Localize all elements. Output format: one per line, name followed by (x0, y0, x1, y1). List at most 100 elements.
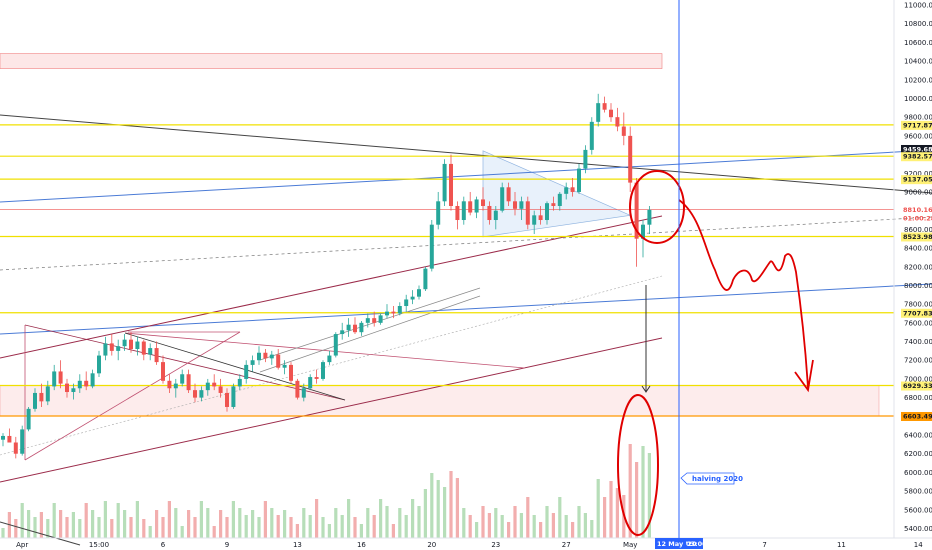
volume-bar (551, 513, 555, 538)
candle-body (628, 135, 633, 183)
candle-body (135, 341, 140, 350)
volume-bar (532, 515, 536, 538)
candle-body (442, 163, 447, 202)
y-tick-label: 5400.00 (904, 525, 932, 533)
candle-body (173, 383, 178, 389)
halving-note[interactable]: halving 2020 (680, 472, 743, 485)
volume-bar (481, 506, 485, 538)
candle-body (141, 341, 146, 355)
y-tick-label: 11000.00 (904, 2, 932, 10)
price-tag-label: 9717.87 (903, 121, 932, 129)
candle-body (551, 203, 556, 206)
volume-bar (52, 503, 56, 538)
volume-bar (219, 510, 223, 538)
trendline (0, 337, 663, 483)
price-tag-bg (901, 381, 932, 391)
candle-body (423, 268, 428, 290)
candles (1, 93, 652, 459)
trendline (259, 287, 481, 361)
volume-bar (238, 508, 242, 538)
volume-bar (449, 471, 453, 538)
y-tick-label: 9000.00 (904, 188, 932, 196)
candle-body (365, 318, 370, 323)
candle-body (570, 187, 575, 192)
volume-bar (558, 497, 562, 538)
candle-body (154, 348, 159, 363)
volume-bar (20, 503, 24, 538)
candle-body (410, 296, 415, 300)
volume-bar (187, 510, 191, 538)
volume-bar (14, 519, 18, 538)
y-tick-label: 8200.00 (904, 263, 932, 271)
trendline (24, 324, 346, 401)
volume-bar (628, 444, 632, 538)
volume-bar (340, 515, 344, 538)
volume-bar (577, 506, 581, 538)
volume-bar (308, 515, 312, 538)
y-tick-label: 5800.00 (904, 488, 932, 496)
candle-body (634, 182, 639, 239)
candle-body (391, 311, 396, 314)
volume-bar (244, 515, 248, 538)
y-tick-label: 7800.00 (904, 301, 932, 309)
candle-body (404, 299, 409, 307)
candle-body (417, 289, 421, 297)
candle-body (33, 392, 37, 409)
horizontal-levels[interactable] (0, 124, 894, 417)
volume-bar (462, 508, 466, 538)
volume-bar (455, 478, 459, 538)
arrow-head (794, 359, 814, 393)
candle-body (557, 193, 562, 206)
candle-body (77, 380, 82, 389)
volume-bar (270, 508, 274, 538)
candle-body (429, 224, 434, 269)
price-axis: 11000.00 10800.00 10600.00 10400.00 10200.00… (893, 0, 932, 538)
volume-bar (161, 517, 165, 538)
volume-bar (647, 453, 651, 538)
candle-body (301, 388, 306, 398)
volume-bar (507, 522, 511, 538)
volume-bar (129, 517, 133, 538)
y-tick-label: 10000.00 (904, 95, 932, 103)
candle-body (26, 408, 31, 430)
price-tag-label: 7707.83 (903, 309, 932, 317)
volume-bar (583, 513, 587, 538)
volume-bar (398, 508, 402, 538)
volume-bar (372, 515, 376, 538)
volume-bar (635, 462, 639, 538)
candle-body (327, 355, 332, 363)
candle-body (500, 187, 505, 211)
candle-body (1, 435, 5, 440)
volume-bar (468, 515, 472, 538)
y-tick-label: 8000.00 (904, 282, 932, 290)
volume-bar (283, 510, 287, 538)
candle-body (506, 187, 511, 202)
volume-bar (155, 510, 159, 538)
candle-body (564, 187, 569, 194)
trendline (0, 215, 663, 359)
volume-bar (385, 506, 389, 538)
candle-body (397, 306, 402, 314)
candle-body (276, 354, 281, 368)
candle-body (589, 121, 594, 150)
candle-body (538, 215, 543, 221)
candle-body (602, 103, 607, 110)
volume-bar (539, 522, 543, 538)
volume-bar (513, 506, 517, 538)
trendline (124, 332, 526, 369)
x-tick-label: 14 (914, 541, 923, 549)
candle-body (340, 330, 345, 335)
volume-bar (359, 524, 363, 538)
candle-body (385, 311, 389, 316)
y-tick-label: 7600.00 (904, 319, 932, 327)
volume-bar (289, 517, 293, 538)
volume-bar (65, 517, 69, 538)
price-tag-bg (901, 152, 932, 162)
volume-bar (379, 499, 383, 538)
volume-bar (33, 517, 37, 538)
trendline (0, 114, 932, 194)
volume-bar (615, 488, 619, 538)
